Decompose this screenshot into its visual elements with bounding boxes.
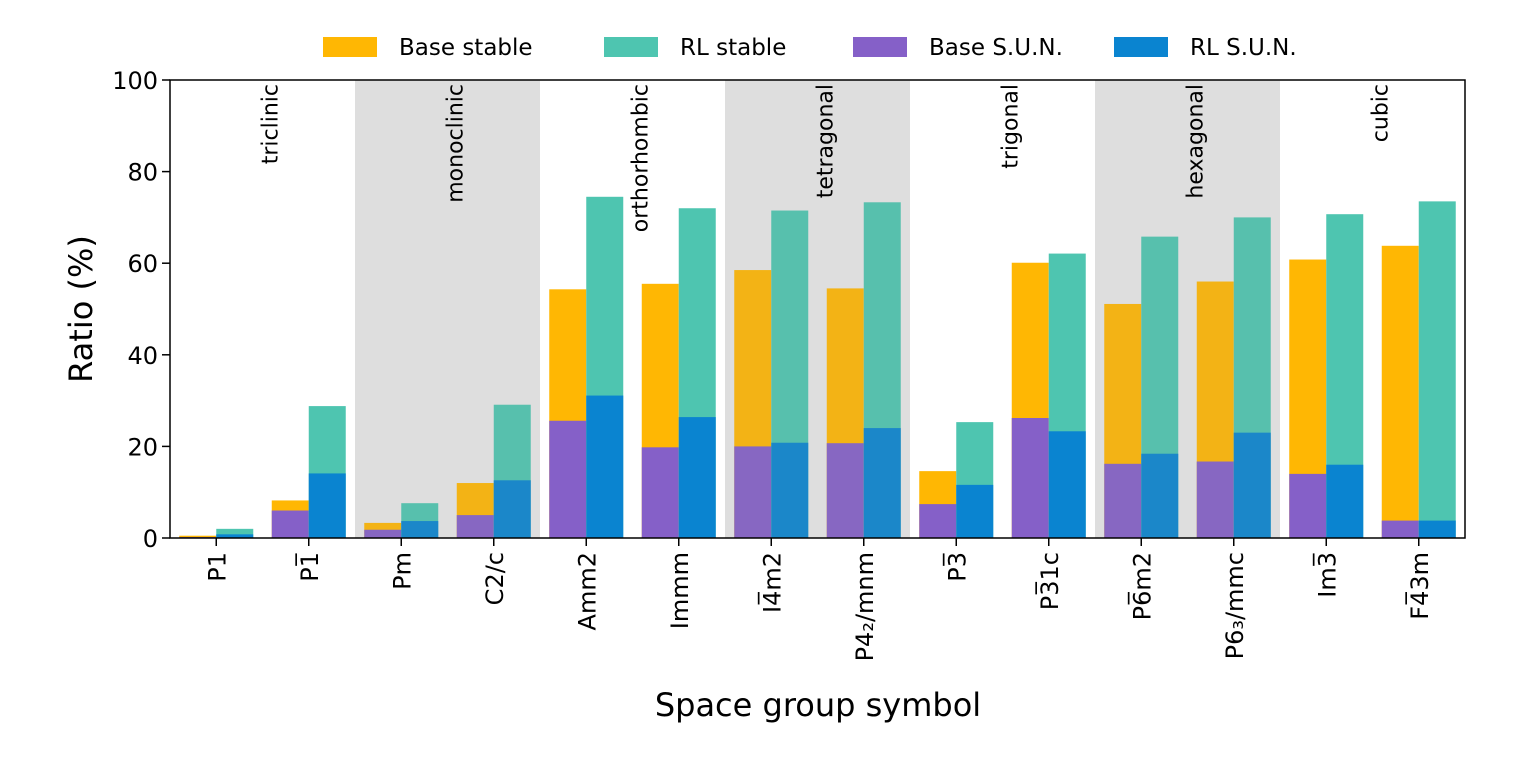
bar-rl-s-u-n--9 (1048, 431, 1086, 538)
y-tick-label: 60 (127, 250, 158, 278)
bar-base-s-u-n--7 (826, 443, 864, 538)
bar-rl-s-u-n--7 (863, 428, 901, 538)
bar-rl-s-u-n--0 (216, 534, 254, 538)
x-tick-label: I4̅m2 (757, 552, 786, 613)
y-tick-label: 40 (127, 342, 158, 370)
y-axis-label: Ratio (%) (62, 235, 100, 383)
bar-base-s-u-n--13 (1381, 520, 1419, 538)
crystal-system-label: trigonal (999, 84, 1024, 169)
crystal-system-label: orthorhombic (629, 84, 654, 232)
bar-rl-s-u-n--6 (771, 442, 809, 538)
bar-base-s-u-n--12 (1289, 473, 1327, 538)
bar-base-s-u-n--10 (1104, 463, 1142, 538)
shade-overlay (355, 80, 540, 538)
crystal-system-label: tetragonal (814, 84, 839, 198)
x-tick-label: P3̅1c (1034, 552, 1063, 610)
bar-base-stable-0 (179, 535, 217, 538)
legend-label: RL S.U.N. (1190, 35, 1297, 61)
x-tick-label: Im3̅ (1312, 552, 1341, 598)
crystal-system-labels: triclinic monoclinic orthorhombic tetragona… (259, 84, 1394, 232)
x-tick-label: Pm (388, 552, 416, 590)
bar-rl-s-u-n--8 (956, 484, 994, 538)
bar-base-s-u-n--2 (364, 529, 402, 538)
x-tick-label: P3̅ (942, 552, 971, 582)
bar-base-stable-13 (1381, 245, 1419, 538)
bar-rl-s-u-n--2 (401, 521, 439, 538)
x-tick-label: F4̅3m (1404, 552, 1433, 620)
legend-swatch (1114, 37, 1168, 57)
crystal-system-label: hexagonal (1184, 84, 1209, 199)
bar-rl-s-u-n--13 (1418, 520, 1456, 538)
legend-swatch (853, 37, 907, 57)
y-tick-label: 80 (127, 159, 158, 187)
bar-rl-s-u-n--11 (1233, 432, 1271, 538)
x-tick-label: Amm2 (573, 552, 601, 630)
shading-overlay (355, 80, 1280, 538)
x-tick-label: C2/c (481, 552, 509, 605)
bar-base-s-u-n--11 (1196, 461, 1234, 538)
bar-base-s-u-n--5 (641, 447, 679, 538)
bar-rl-stable-13 (1418, 201, 1456, 538)
bars (179, 196, 1456, 539)
bar-rl-s-u-n--10 (1141, 453, 1179, 538)
legend-label: Base S.U.N. (929, 35, 1063, 61)
plot-frame (169, 79, 1466, 539)
x-tick-label: P1 (203, 552, 231, 582)
y-tick-label: 100 (112, 67, 158, 95)
legend-swatch (604, 37, 658, 57)
bar-rl-s-u-n--1 (308, 473, 346, 538)
x-tick-label: P6̅m2 (1127, 552, 1156, 620)
legend-label: Base stable (399, 35, 533, 61)
bar-base-s-u-n--9 (1011, 418, 1049, 538)
bar-base-s-u-n--3 (456, 515, 494, 538)
bar-base-s-u-n--6 (734, 446, 772, 538)
x-tick-label: P4₂/mnm (851, 552, 879, 661)
shade-overlay (1095, 80, 1280, 538)
legend: Base stable RL stable Base S.U.N. RL S.U.N. (323, 35, 1297, 61)
shade-overlay (725, 80, 910, 538)
bar-rl-stable-0 (216, 528, 254, 538)
legend-swatch (323, 37, 377, 57)
x-tick-label: P6₃/mmc (1221, 552, 1249, 659)
y-axis: 0 20 40 60 80 100 (112, 67, 170, 553)
crystal-system-label: monoclinic (444, 84, 469, 203)
legend-label: RL stable (680, 35, 786, 61)
crystal-system-label: cubic (1369, 84, 1394, 142)
bar-rl-s-u-n--3 (493, 480, 531, 538)
x-axis: P1 P1̅ Pm C2/c Amm2 Immm I4̅m2 P4₂/mnm P3̅ P3̅1c P… (203, 538, 1434, 661)
bar-base-s-u-n--4 (549, 420, 587, 538)
y-tick-label: 20 (127, 433, 158, 461)
bar-base-s-u-n--1 (271, 510, 309, 538)
crystal-system-label: triclinic (259, 84, 284, 164)
x-axis-label: Space group symbol (655, 686, 981, 724)
bar-rl-s-u-n--5 (678, 417, 716, 538)
x-tick-label: P1̅ (294, 552, 323, 582)
y-tick-label: 0 (143, 525, 158, 553)
x-tick-label: Immm (666, 552, 694, 629)
bar-rl-s-u-n--4 (586, 395, 624, 538)
bar-base-s-u-n--8 (919, 504, 957, 538)
bar-rl-s-u-n--12 (1326, 464, 1364, 538)
